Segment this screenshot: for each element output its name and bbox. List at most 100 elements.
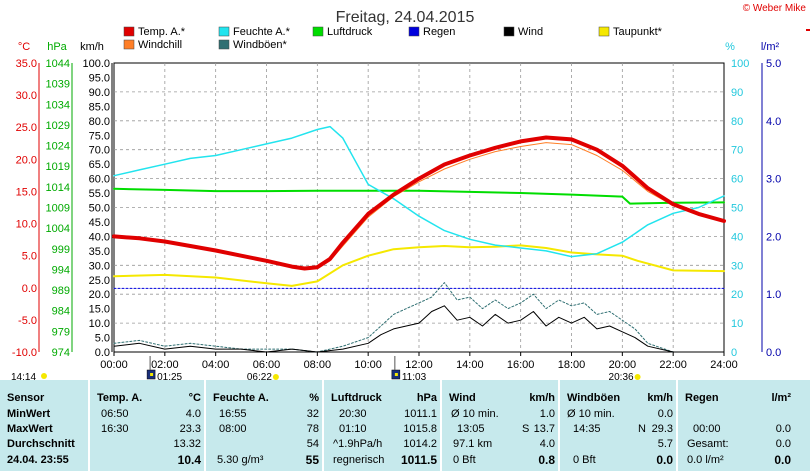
wind-tick-label: 100.0 bbox=[82, 58, 110, 70]
humidity-min-time: 16:55 bbox=[219, 408, 247, 420]
temp-tick-label: 30.0 bbox=[16, 90, 37, 102]
gust-unit: km/h bbox=[647, 392, 673, 404]
wind-current-value: 0.8 bbox=[538, 453, 555, 467]
temp-tick-label: -5.0 bbox=[18, 315, 37, 327]
temp-tick-label: 15.0 bbox=[16, 186, 37, 198]
temp-tick-label: 10.0 bbox=[16, 219, 37, 231]
gust-current-value: 0.0 bbox=[656, 453, 673, 467]
temp-title: Temp. A. bbox=[97, 392, 143, 404]
legend-swatch bbox=[123, 26, 135, 37]
humidity-tick-label: 50 bbox=[731, 203, 743, 215]
wind-max-direction: S bbox=[522, 423, 530, 435]
temp-min-value: 4.0 bbox=[185, 408, 201, 420]
legend-swatch bbox=[218, 39, 230, 50]
wind-distance: 97.1 km bbox=[453, 438, 493, 450]
x-tick-label: 12:00 bbox=[405, 359, 433, 371]
rain-current-value: 0.0 bbox=[774, 453, 791, 467]
humidity-avg-value: 54 bbox=[306, 438, 319, 450]
legend-swatch bbox=[598, 26, 610, 37]
legend-label: Temp. A.* bbox=[138, 26, 186, 38]
series-wind bbox=[113, 305, 725, 353]
gust-beaufort: 0 Bft bbox=[573, 454, 596, 466]
x-tick-label: 14:00 bbox=[456, 359, 484, 371]
x-tick-label: 18:00 bbox=[558, 359, 586, 371]
pressure-avg-value: 1014.2 bbox=[403, 438, 437, 450]
current-time-marker bbox=[41, 373, 47, 379]
wind-tick-label: 5.0 bbox=[95, 333, 110, 345]
rain-tick-label: 3.0 bbox=[766, 174, 781, 186]
pressure-tick-label: 1019 bbox=[46, 161, 70, 173]
pressure-unit: hPa bbox=[416, 392, 437, 404]
x-tick-label: 10:00 bbox=[354, 359, 382, 371]
humidity-unit: % bbox=[309, 392, 319, 404]
wind-tick-label: 10.0 bbox=[89, 318, 110, 330]
rain-tick-label: 5.0 bbox=[766, 58, 781, 70]
pressure-trend: ^1.9hPa/h bbox=[333, 438, 383, 450]
gust-avg-value: 5.7 bbox=[657, 438, 673, 450]
rain-total-label: Gesamt: bbox=[687, 438, 729, 450]
wind-tick-label: 0.0 bbox=[95, 347, 110, 359]
wind-max-time: 13:05 bbox=[457, 423, 485, 435]
pressure-tick-label: 1009 bbox=[46, 203, 70, 215]
row-label-min: MinWert bbox=[7, 408, 51, 420]
pressure-min-value: 1011.1 bbox=[404, 408, 437, 420]
humidity-tick-label: 10 bbox=[731, 318, 743, 330]
humidity-current-value: 55 bbox=[305, 453, 319, 467]
humidity-tick-label: 20 bbox=[731, 289, 743, 301]
legend-label: Taupunkt* bbox=[613, 26, 663, 38]
pressure-tick-label: 1044 bbox=[46, 58, 70, 70]
wind-tick-label: 45.0 bbox=[89, 217, 110, 229]
humidity-title: Feuchte A. bbox=[213, 392, 269, 404]
humidity-tick-label: 60 bbox=[731, 174, 743, 186]
humidity-tick-label: 0 bbox=[731, 347, 737, 359]
temp-current-value: 10.4 bbox=[177, 453, 201, 467]
chart-grid bbox=[114, 63, 724, 352]
humidity-min-value: 32 bbox=[306, 408, 319, 420]
wind-beaufort: 0 Bft bbox=[453, 454, 476, 466]
series-windb-en bbox=[113, 282, 725, 353]
x-tick-label: 06:00 bbox=[253, 359, 281, 371]
wind-tick-label: 85.0 bbox=[89, 101, 110, 113]
temp-unit: °C bbox=[188, 392, 201, 404]
temp-avg-value: 13.32 bbox=[173, 438, 201, 450]
wind-tick-label: 25.0 bbox=[89, 275, 110, 287]
chart-title: Freitag, 24.04.2015 bbox=[336, 9, 475, 26]
marker-label: 06:22 bbox=[247, 372, 272, 380]
weather-forecast: regnerisch bbox=[333, 454, 385, 466]
wind-tick-label: 95.0 bbox=[89, 72, 110, 84]
pressure-min-time: 20:30 bbox=[339, 408, 367, 420]
gust-max-direction: N bbox=[638, 423, 646, 435]
temp-tick-label: 35.0 bbox=[16, 58, 37, 70]
rain-rate: 0.0 l/m² bbox=[687, 454, 724, 466]
humidity-tick-label: 80 bbox=[731, 116, 743, 128]
pressure-tick-label: 979 bbox=[52, 326, 70, 338]
pressure-tick-label: 1004 bbox=[46, 223, 70, 235]
gust-min-value: 0.0 bbox=[657, 408, 673, 420]
sun-icon-inner bbox=[394, 373, 398, 376]
pressure-tick-label: 999 bbox=[52, 244, 70, 256]
pressure-tick-label: 1029 bbox=[46, 120, 70, 132]
marker-label: 11:03 bbox=[402, 372, 427, 380]
x-tick-label: 20:00 bbox=[609, 359, 637, 371]
gust-title: Windböen bbox=[567, 392, 621, 404]
rain-tick-label: 2.0 bbox=[766, 231, 781, 243]
time-markers: 14:14 01:25 06:22 11:03 20:36 bbox=[11, 356, 641, 380]
copyright-label: © Weber Mike bbox=[743, 3, 807, 14]
stats-gust: Windböen km/h Ø 10 min. 0.0 14:35 N 29.3 5.7… bbox=[558, 380, 678, 471]
rain-max-value: 0.0 bbox=[775, 423, 791, 435]
axis-unit-pressure: hPa bbox=[47, 41, 67, 53]
series-feuchte-a bbox=[113, 125, 725, 258]
series-taupunkt bbox=[113, 244, 725, 287]
x-tick-label: 16:00 bbox=[507, 359, 535, 371]
humidity-tick-label: 90 bbox=[731, 87, 743, 99]
temp-max-time: 16:30 bbox=[101, 423, 129, 435]
wind-avg-value: 4.0 bbox=[539, 438, 555, 450]
rain-unit: l/m² bbox=[771, 392, 791, 404]
gust-max-time: 14:35 bbox=[573, 423, 601, 435]
series-windchill bbox=[316, 142, 725, 269]
pressure-tick-label: 1039 bbox=[46, 79, 70, 91]
weather-chart: Freitag, 24.04.2015 © Weber Mike Temp. A… bbox=[11, 3, 810, 380]
x-tick-label: 00:00 bbox=[100, 359, 128, 371]
pressure-tick-label: 994 bbox=[52, 264, 70, 276]
rain-tick-label: 4.0 bbox=[766, 116, 781, 128]
